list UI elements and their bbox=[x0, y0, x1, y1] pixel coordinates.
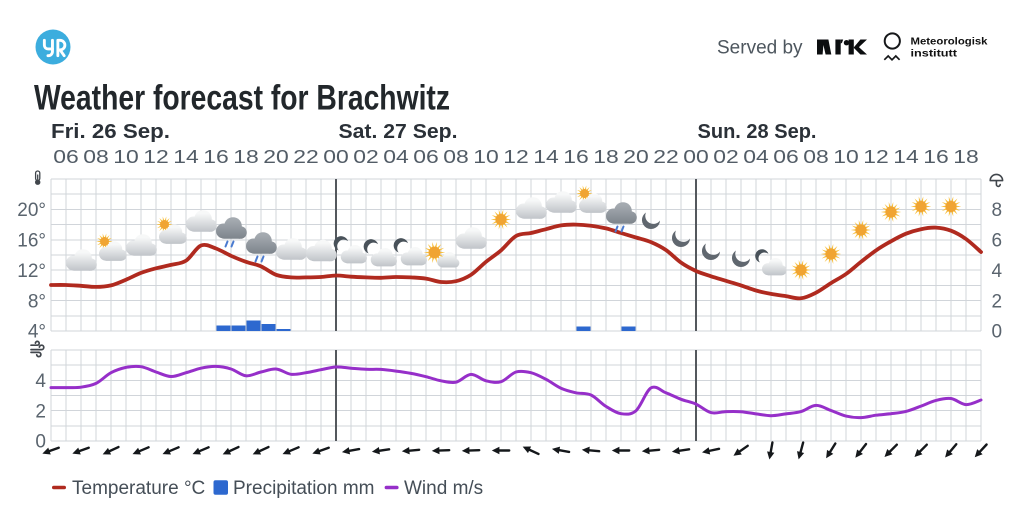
svg-text:6: 6 bbox=[992, 231, 1003, 252]
svg-text:00: 00 bbox=[323, 147, 349, 167]
svg-text:00: 00 bbox=[683, 147, 709, 167]
svg-text:Served by: Served by bbox=[717, 38, 803, 59]
svg-text:8°: 8° bbox=[28, 291, 46, 312]
svg-text:18: 18 bbox=[233, 147, 259, 167]
svg-text:22: 22 bbox=[653, 147, 679, 167]
svg-text:4: 4 bbox=[35, 371, 46, 392]
svg-text:06: 06 bbox=[773, 147, 799, 167]
svg-text:12: 12 bbox=[143, 147, 169, 167]
svg-text:Wind m/s: Wind m/s bbox=[404, 478, 483, 499]
svg-text:02: 02 bbox=[353, 147, 379, 167]
svg-text:16: 16 bbox=[203, 147, 229, 167]
svg-text:10: 10 bbox=[113, 147, 139, 167]
svg-text:06: 06 bbox=[413, 147, 439, 167]
svg-text:02: 02 bbox=[713, 147, 739, 167]
svg-text:4: 4 bbox=[992, 261, 1003, 282]
svg-text:08: 08 bbox=[83, 147, 109, 167]
svg-text:institutt: institutt bbox=[911, 48, 958, 60]
svg-text:12: 12 bbox=[863, 147, 889, 167]
svg-text:08: 08 bbox=[443, 147, 469, 167]
svg-text:04: 04 bbox=[743, 147, 769, 167]
svg-text:18: 18 bbox=[953, 147, 979, 167]
svg-text:04: 04 bbox=[383, 147, 409, 167]
svg-text:2: 2 bbox=[992, 291, 1003, 312]
svg-text:Fri. 26 Sep.: Fri. 26 Sep. bbox=[51, 120, 170, 143]
svg-text:16: 16 bbox=[923, 147, 949, 167]
svg-text:12°: 12° bbox=[17, 261, 46, 282]
svg-text:Sat. 27 Sep.: Sat. 27 Sep. bbox=[339, 120, 458, 143]
svg-text:06: 06 bbox=[53, 147, 79, 167]
svg-text:20: 20 bbox=[623, 147, 649, 167]
svg-text:12: 12 bbox=[503, 147, 529, 167]
svg-text:Precipitation mm: Precipitation mm bbox=[233, 478, 375, 499]
svg-text:20°: 20° bbox=[17, 200, 46, 221]
svg-text:08: 08 bbox=[803, 147, 829, 167]
svg-text:16: 16 bbox=[563, 147, 589, 167]
svg-text:10: 10 bbox=[473, 147, 499, 167]
svg-text:4°: 4° bbox=[28, 322, 46, 343]
svg-text:16°: 16° bbox=[17, 231, 46, 252]
svg-text:8: 8 bbox=[992, 200, 1003, 221]
svg-text:Meteorologisk: Meteorologisk bbox=[911, 36, 988, 48]
svg-text:Temperature °C: Temperature °C bbox=[72, 478, 205, 499]
svg-text:Sun. 28 Sep.: Sun. 28 Sep. bbox=[698, 120, 817, 143]
svg-text:14: 14 bbox=[173, 147, 199, 167]
svg-text:14: 14 bbox=[533, 147, 559, 167]
svg-text:0: 0 bbox=[35, 432, 46, 453]
svg-text:0: 0 bbox=[992, 322, 1003, 343]
svg-text:14: 14 bbox=[893, 147, 919, 167]
svg-text:10: 10 bbox=[833, 147, 859, 167]
svg-text:2: 2 bbox=[35, 401, 46, 422]
svg-text:Weather forecast for Brachwitz: Weather forecast for Brachwitz bbox=[34, 79, 450, 118]
svg-text:22: 22 bbox=[293, 147, 319, 167]
svg-text:18: 18 bbox=[593, 147, 619, 167]
svg-text:20: 20 bbox=[263, 147, 289, 167]
